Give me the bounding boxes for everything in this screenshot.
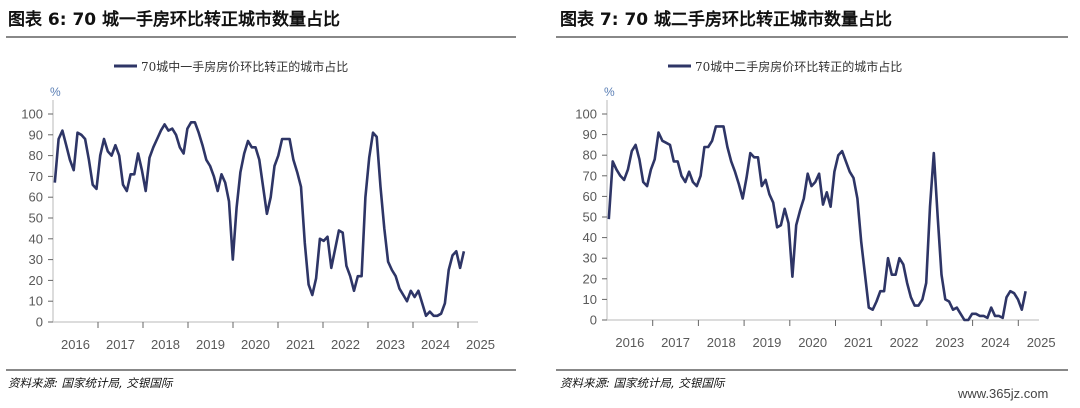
y-tick-label: 40 bbox=[29, 231, 43, 246]
y-tick-label: 0 bbox=[36, 315, 43, 330]
legend-label: 70城中一手房房价环比转正的城市占比 bbox=[141, 59, 348, 74]
y-tick-label: 70 bbox=[29, 169, 43, 184]
y-tick-label: 90 bbox=[29, 127, 43, 142]
x-tick-label: 2020 bbox=[798, 335, 827, 350]
x-tick-label: 2023 bbox=[376, 337, 405, 352]
x-tick-label: 2019 bbox=[752, 335, 781, 350]
y-tick-label: 30 bbox=[29, 252, 43, 267]
y-tick-label: 50 bbox=[583, 210, 597, 225]
y-tick-label: 30 bbox=[583, 251, 597, 266]
x-tick-label: 2024 bbox=[981, 335, 1010, 350]
chart-panel-first-hand: 图表 6: 70 城一手房环比转正城市数量占比 70城中一手房房价环比转正的城市… bbox=[6, 9, 516, 390]
chart-panel-second-hand: 图表 7: 70 城二手房环比转正城市数量占比 70城中二手房房价环比转正的城市… bbox=[556, 9, 1068, 390]
series-line bbox=[53, 121, 466, 318]
y-tick-label: 90 bbox=[583, 127, 597, 142]
watermark: www.365jz.com bbox=[957, 386, 1048, 401]
source-note: 资料来源: 国家统计局, 交银国际 bbox=[560, 376, 726, 390]
x-tick-label: 2022 bbox=[331, 337, 360, 352]
x-tick-label: 2016 bbox=[61, 337, 90, 352]
y-tick-label: 100 bbox=[21, 107, 43, 122]
x-tick-labels: 2016 2017 2018 2019 2020 2021 2022 2023 2024 2025 bbox=[61, 337, 495, 352]
x-tick-label: 2018 bbox=[151, 337, 180, 352]
y-tick-label: 100 bbox=[575, 107, 597, 122]
x-tick-label: 2021 bbox=[286, 337, 315, 352]
x-tick-label: 2017 bbox=[106, 337, 135, 352]
y-tick-label: 70 bbox=[583, 168, 597, 183]
y-tick-label: 10 bbox=[29, 294, 43, 309]
x-tick-label: 2024 bbox=[421, 337, 450, 352]
y-axis-unit: % bbox=[50, 85, 61, 99]
series-line-group bbox=[53, 121, 466, 318]
chart-title: 图表 7: 70 城二手房环比转正城市数量占比 bbox=[560, 9, 892, 30]
x-tick-label: 2020 bbox=[241, 337, 270, 352]
x-tick-label: 2025 bbox=[466, 337, 495, 352]
chart-title: 图表 6: 70 城一手房环比转正城市数量占比 bbox=[8, 9, 340, 30]
x-tick-label: 2025 bbox=[1027, 335, 1056, 350]
y-tick-label: 20 bbox=[29, 273, 43, 288]
legend-label: 70城中二手房房价环比转正的城市占比 bbox=[695, 59, 902, 74]
axes bbox=[48, 100, 478, 328]
y-tick-labels: 0 10 20 30 40 50 60 70 80 90 100 bbox=[575, 107, 597, 328]
series-line bbox=[607, 125, 1027, 322]
y-tick-label: 0 bbox=[590, 313, 597, 328]
x-tick-label: 2018 bbox=[707, 335, 736, 350]
y-axis-unit: % bbox=[604, 85, 615, 99]
y-tick-label: 50 bbox=[29, 211, 43, 226]
x-tick-labels: 2016 2017 2018 2019 2020 2021 2022 2023 2024 2025 bbox=[615, 335, 1055, 350]
x-tick-label: 2023 bbox=[935, 335, 964, 350]
y-tick-label: 20 bbox=[583, 271, 597, 286]
series-line-group bbox=[607, 125, 1027, 322]
y-tick-labels: 0 10 20 30 40 50 60 70 80 90 100 bbox=[21, 107, 43, 330]
y-tick-label: 60 bbox=[583, 189, 597, 204]
x-tick-label: 2017 bbox=[661, 335, 690, 350]
source-note: 资料来源: 国家统计局, 交银国际 bbox=[8, 376, 174, 390]
x-tick-label: 2022 bbox=[890, 335, 919, 350]
x-tick-label: 2021 bbox=[844, 335, 873, 350]
y-tick-label: 80 bbox=[29, 148, 43, 163]
axes bbox=[602, 100, 1039, 326]
y-tick-label: 40 bbox=[583, 230, 597, 245]
x-tick-label: 2019 bbox=[196, 337, 225, 352]
y-tick-label: 80 bbox=[583, 148, 597, 163]
x-tick-label: 2016 bbox=[615, 335, 644, 350]
y-tick-label: 10 bbox=[583, 292, 597, 307]
y-tick-label: 60 bbox=[29, 190, 43, 205]
